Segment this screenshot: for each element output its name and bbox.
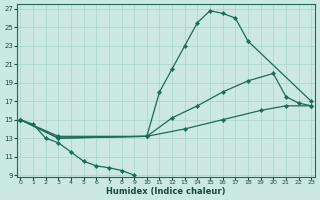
X-axis label: Humidex (Indice chaleur): Humidex (Indice chaleur)	[106, 187, 226, 196]
